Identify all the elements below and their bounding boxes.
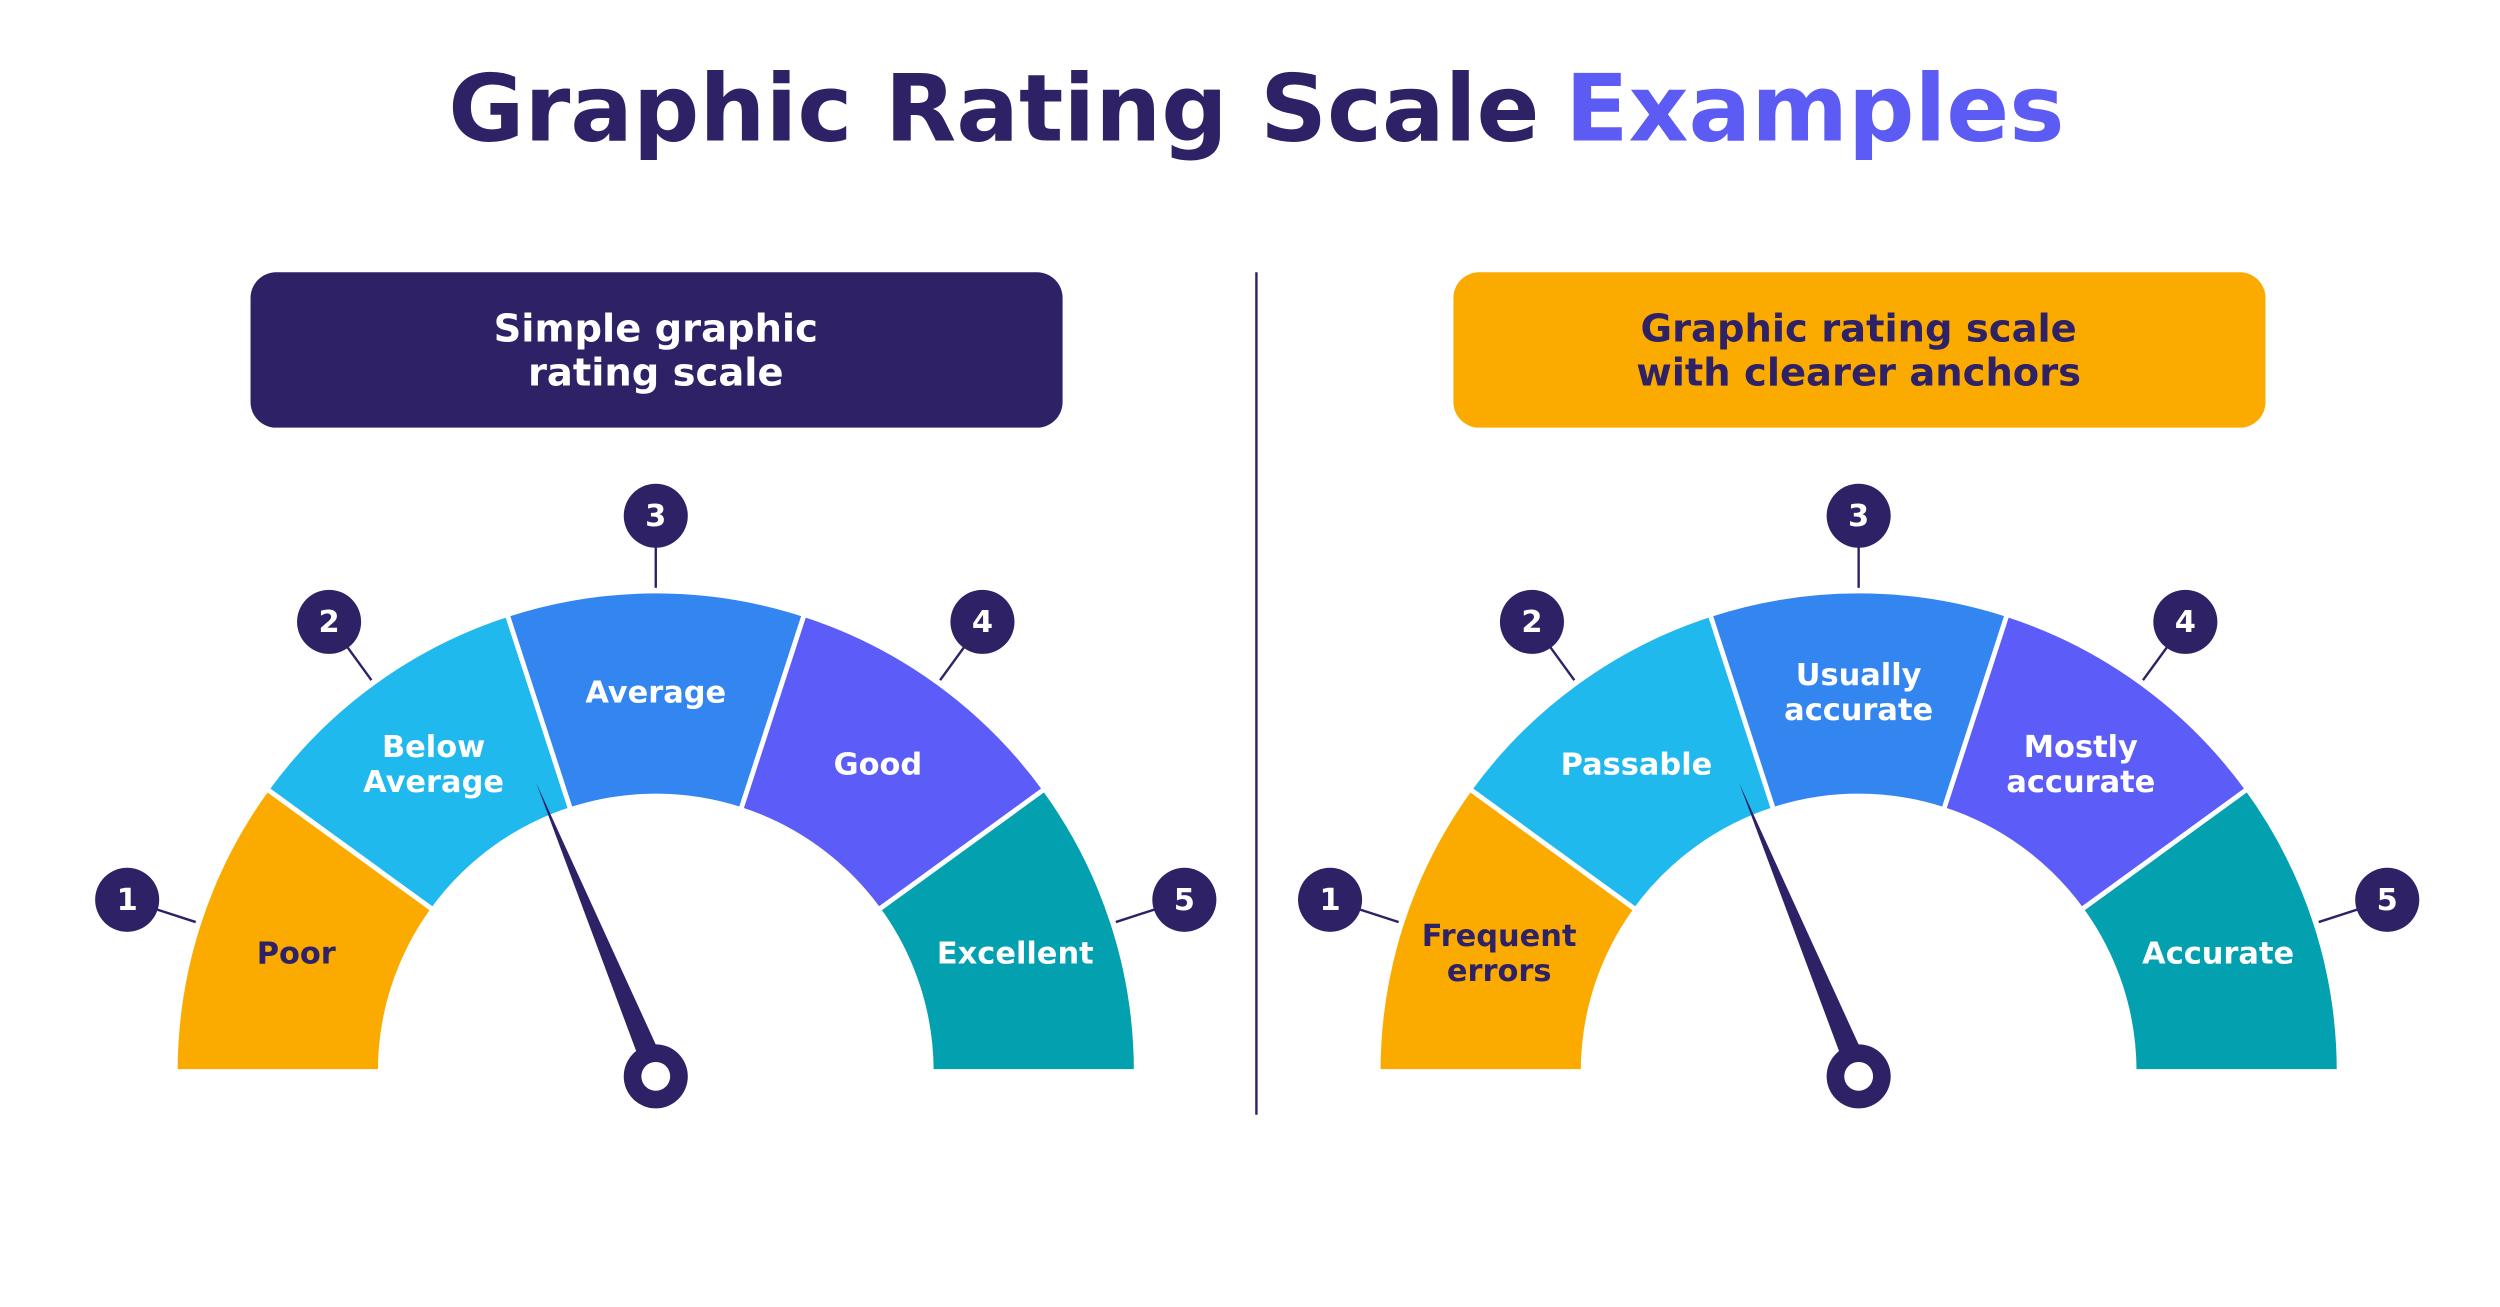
- segment-label: Passable: [1561, 747, 1713, 782]
- segment-label-line: Average: [585, 675, 726, 710]
- segment-label-line: Good: [834, 747, 923, 782]
- title-main: Graphic Rating Scale: [448, 55, 1539, 163]
- needle-hub-center: [1844, 1061, 1874, 1091]
- segment-label: Accurate: [2142, 936, 2294, 971]
- segment-label-line: Accurate: [2142, 936, 2294, 971]
- segment-label-line: Poor: [257, 936, 336, 971]
- segment-label-line: Below: [382, 730, 485, 765]
- number-badge: [950, 589, 1015, 654]
- needle-hub-center: [641, 1061, 671, 1091]
- segment-label: Usually accurate: [1784, 658, 1933, 728]
- segment-label-line: Average: [363, 765, 504, 800]
- number-text: 1: [1319, 883, 1340, 918]
- segment-label-line: Mostly: [2024, 730, 2138, 765]
- number-text: 4: [972, 605, 993, 640]
- header-text-line: with clearer anchors: [1636, 350, 2081, 395]
- segment-label-line: errors: [1447, 954, 1552, 989]
- segment-label-line: accurate: [1784, 693, 1933, 728]
- number-text: 3: [1848, 499, 1869, 534]
- number-text: 2: [1521, 605, 1542, 640]
- number-badge: [95, 867, 160, 932]
- segment-label: Below Average: [363, 730, 504, 800]
- segment-label: Good: [834, 747, 923, 782]
- number-badge: [1298, 867, 1363, 932]
- number-text: 5: [2377, 883, 2398, 918]
- segment-label: Excellent: [937, 936, 1094, 971]
- gauge-segment: [875, 785, 1139, 1074]
- needle: [1739, 782, 1870, 1076]
- connector: [2142, 643, 2171, 681]
- segment-label-line: Frequent: [1422, 919, 1577, 954]
- connector: [1546, 643, 1576, 681]
- number-text: 1: [117, 883, 138, 918]
- number-badge: [297, 589, 362, 654]
- header-text: Graphic rating scale with clearer anchors: [1636, 306, 2081, 395]
- number-badge: [2153, 589, 2218, 654]
- header-text-line: rating scale: [528, 350, 784, 395]
- number-badge: [1499, 589, 1564, 654]
- segment-label: Mostly accurate: [2006, 730, 2155, 800]
- connector: [1115, 907, 1159, 924]
- number-text: 4: [2175, 605, 2196, 640]
- header-text-line: Graphic rating scale: [1641, 306, 2077, 351]
- number-text: 2: [318, 605, 339, 640]
- gauge-segment: [2078, 785, 2342, 1074]
- connector: [939, 643, 968, 681]
- number-badge: [1152, 867, 1217, 932]
- segment-label: Frequent errors: [1422, 919, 1577, 989]
- header-text: Simple graphic rating scale: [494, 306, 818, 395]
- title: Graphic Rating Scale Examples: [448, 55, 2064, 163]
- connector: [1355, 907, 1399, 924]
- number-badge: [623, 483, 688, 548]
- segment-label-line: Excellent: [937, 936, 1094, 971]
- number-text: 3: [645, 499, 666, 534]
- header-box: [250, 272, 1063, 428]
- connector: [344, 643, 373, 681]
- segment-label: Poor: [257, 936, 336, 971]
- needle: [536, 782, 667, 1076]
- number-badge: [2355, 867, 2420, 932]
- number-badge: [1826, 483, 1891, 548]
- connector: [2318, 907, 2362, 924]
- number-text: 5: [1174, 883, 1195, 918]
- header-text-line: Simple graphic: [494, 306, 818, 351]
- title-highlight: Examples: [1565, 55, 2064, 163]
- connector: [152, 907, 197, 924]
- segment-label: Average: [585, 675, 726, 710]
- segment-label-line: Passable: [1561, 747, 1713, 782]
- header-box: [1453, 272, 2266, 428]
- segment-label-line: accurate: [2006, 765, 2155, 800]
- segment-label-line: Usually: [1796, 658, 1922, 693]
